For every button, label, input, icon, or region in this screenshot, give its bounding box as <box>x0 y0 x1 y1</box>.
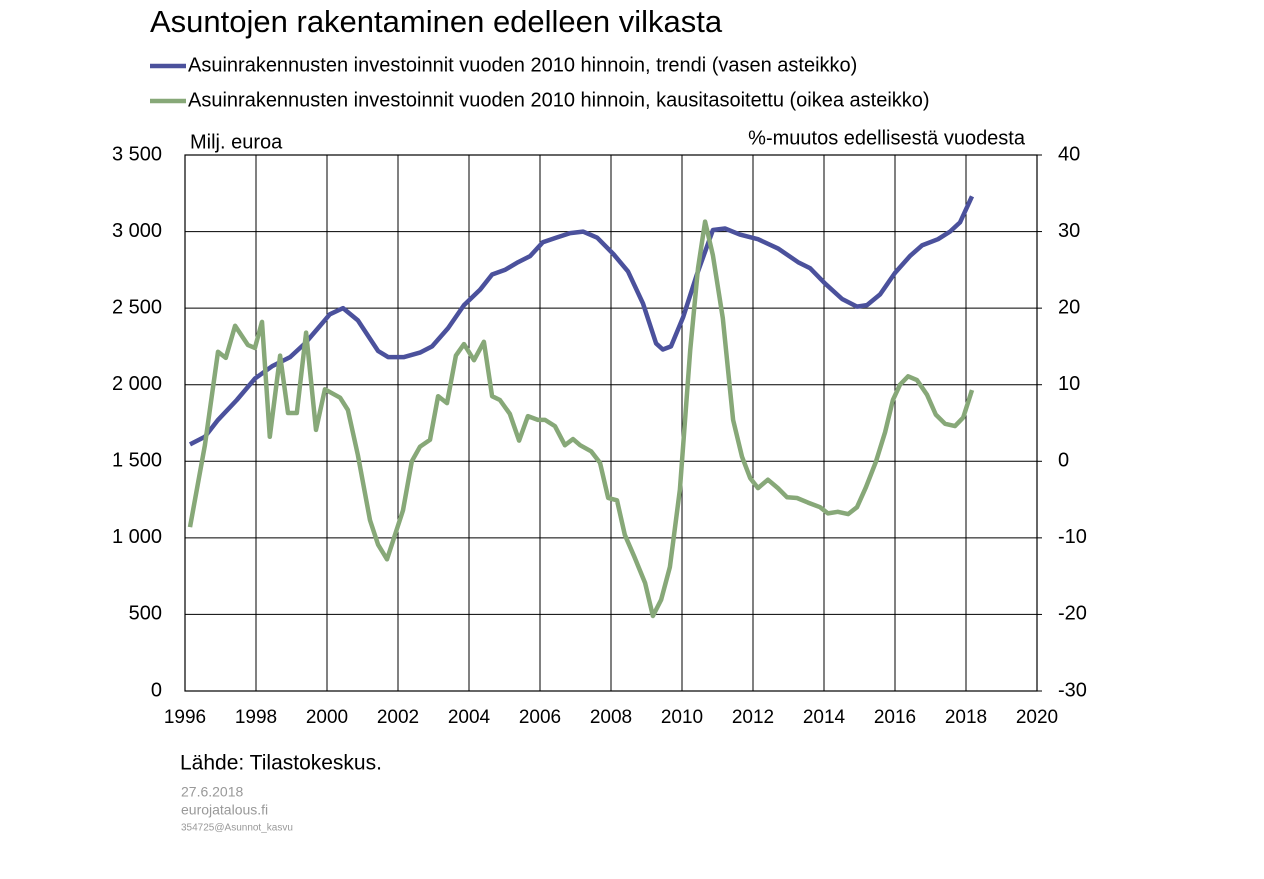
x-tick-label: 1998 <box>235 707 277 728</box>
x-tick-label: 2008 <box>590 707 632 728</box>
y-axis-label: Milj. euroa <box>190 131 283 153</box>
y-tick-label: 3 500 <box>112 143 162 165</box>
x-tick-label: 2010 <box>661 707 703 728</box>
x-tick-label: 2002 <box>377 707 419 728</box>
y-tick-label: 2 000 <box>112 373 162 395</box>
x-tick-label: 1996 <box>164 707 206 728</box>
x-tick-label: 2012 <box>732 707 774 728</box>
x-tick-label: 2006 <box>519 707 561 728</box>
y2-tick-label: -10 <box>1058 526 1087 548</box>
y2-tick-label: 30 <box>1058 220 1080 242</box>
chart-title: Asuntojen rakentaminen edelleen vilkasta <box>150 4 723 39</box>
x-tick-label: 2000 <box>306 707 348 728</box>
x-tick-label: 2020 <box>1016 707 1058 728</box>
x-tick-label: 2004 <box>448 707 491 728</box>
plot-frame <box>184 154 1038 692</box>
code: 354725@Asunnot_kasvu <box>181 823 293 834</box>
y-tick-label: 1 500 <box>112 450 162 472</box>
site: eurojatalous.fi <box>181 802 268 818</box>
y2-tick-label: -30 <box>1058 679 1087 701</box>
series-line <box>187 219 975 619</box>
series-line <box>188 195 975 447</box>
y2-tick-label: 20 <box>1058 296 1080 318</box>
y2-tick-label: 40 <box>1058 143 1080 165</box>
y2-axis-label: %-muutos edellisestä vuodesta <box>748 127 1026 149</box>
y-tick-label: 2 500 <box>112 296 162 318</box>
y2-tick-label: -20 <box>1058 603 1087 625</box>
y-tick-label: 0 <box>151 679 162 701</box>
date: 27.6.2018 <box>181 784 243 800</box>
source: Lähde: Tilastokeskus. <box>180 752 382 775</box>
x-tick-label: 2014 <box>803 707 846 728</box>
y2-tick-label: 0 <box>1058 450 1069 472</box>
y-tick-label: 500 <box>129 603 162 625</box>
x-tick-label: 2016 <box>874 707 916 728</box>
legend-label: Asuinrakennusten investoinnit vuoden 201… <box>188 89 930 111</box>
y2-tick-label: 10 <box>1058 373 1080 395</box>
legend-label: Asuinrakennusten investoinnit vuoden 201… <box>188 54 857 76</box>
x-tick-label: 2018 <box>945 707 987 728</box>
y-tick-label: 1 000 <box>112 526 162 548</box>
y-tick-label: 3 000 <box>112 220 162 242</box>
